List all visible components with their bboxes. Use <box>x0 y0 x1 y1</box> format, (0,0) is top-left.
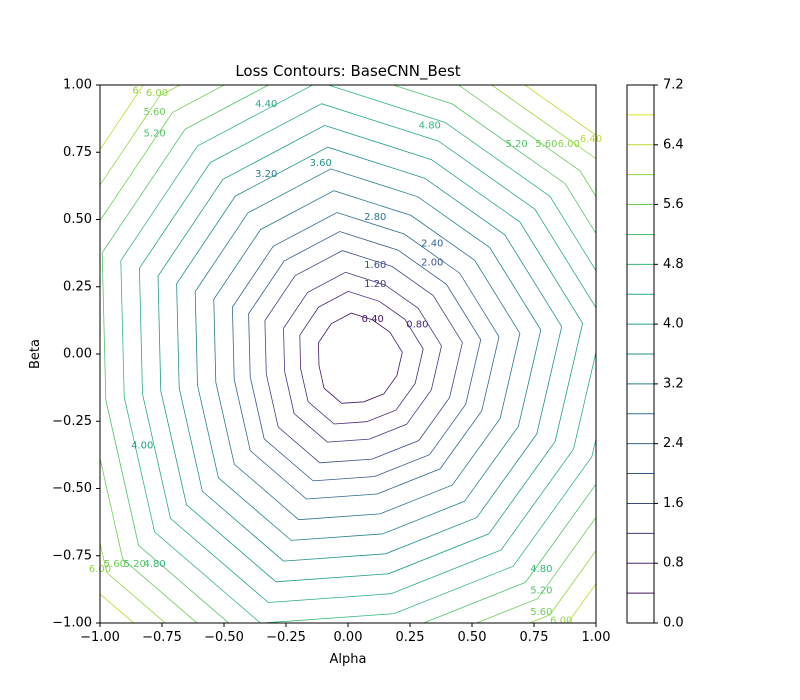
contour-label: 6. <box>132 85 142 96</box>
contour-lines <box>100 85 596 623</box>
contour-level-line <box>194 168 542 541</box>
contour-label: 5.60 <box>143 107 165 118</box>
contour-label: 1.20 <box>364 279 386 290</box>
contour-level-line <box>100 85 596 623</box>
contour-label: 1.60 <box>364 260 386 271</box>
y-tick-label: 0.75 <box>63 145 92 160</box>
contour-level-line <box>176 146 563 562</box>
contour-label: 5.60 <box>104 559 126 570</box>
contour-level-line <box>283 271 442 443</box>
contour-label: 5.20 <box>505 139 527 150</box>
contour-level-line <box>248 231 482 482</box>
contour-label: 4.80 <box>530 564 552 575</box>
x-tick-label: 0.00 <box>334 630 363 645</box>
colorbar-frame <box>626 84 655 624</box>
contour-label: 5.20 <box>124 559 146 570</box>
colorbar-tick-label: 3.2 <box>663 376 684 391</box>
plot-area-frame <box>99 84 597 624</box>
colorbar-tick-label: 1.6 <box>663 496 684 511</box>
x-tick-label: −0.25 <box>266 630 306 645</box>
contour-label: 4.40 <box>255 99 277 110</box>
contour-level-line <box>317 312 403 404</box>
contour-level-line <box>157 124 584 583</box>
contour-level-line <box>100 85 596 623</box>
contour-level-line <box>231 212 500 500</box>
y-tick-label: 0.50 <box>63 212 92 227</box>
contour-label: 5.60 <box>535 139 557 150</box>
contour-level-line <box>138 103 596 603</box>
contour-label: 6.00 <box>550 615 572 626</box>
colorbar-tick-label: 0.8 <box>663 556 684 571</box>
y-axis-label: Beta <box>28 339 43 369</box>
contour-level-line <box>101 85 596 623</box>
colorbar-tick-label: 4.0 <box>663 317 684 332</box>
contour-label: 5.20 <box>143 128 165 139</box>
contour-level-line <box>264 250 463 464</box>
x-tick-label: 0.25 <box>396 630 425 645</box>
contour-label: 3.20 <box>255 169 277 180</box>
contour-level-line <box>299 290 424 425</box>
y-tick-label: −0.25 <box>52 414 92 429</box>
y-tick-label: −0.75 <box>52 548 92 563</box>
x-axis-ticks: −1.00 −0.75 −0.50 −0.25 0.00 0.25 0.50 0.75 1.00 <box>80 623 610 645</box>
y-axis-ticks: 1.00 0.75 0.50 0.25 0.00 −0.25 −0.50 −0.75 −1.00 <box>52 78 100 631</box>
x-tick-label: −1.00 <box>80 630 120 645</box>
y-tick-label: 0.25 <box>63 279 92 294</box>
x-tick-label: 0.75 <box>520 630 549 645</box>
contour-label: 6.40 <box>580 134 602 145</box>
x-tick-label: −0.75 <box>142 630 182 645</box>
contour-label: 4.80 <box>419 120 441 131</box>
contour-label: 2.80 <box>364 212 386 223</box>
y-tick-label: 0.00 <box>63 347 92 362</box>
colorbar-tick-label: 0.0 <box>663 616 684 631</box>
contour-label: 5.60 <box>530 607 552 618</box>
contour-label: 2.40 <box>421 239 443 250</box>
colorbar-tick-label: 6.4 <box>663 137 684 152</box>
x-tick-label: 0.50 <box>458 630 487 645</box>
x-axis-label: Alpha <box>330 652 367 667</box>
colorbar-tick-label: 2.4 <box>663 436 684 451</box>
contour-label: 0.40 <box>362 314 384 325</box>
contour-label: 5.20 <box>530 586 552 597</box>
contour-level-line <box>213 190 521 521</box>
contour-label: 6.00 <box>558 139 580 150</box>
contour-label: 0.80 <box>406 319 428 330</box>
y-tick-label: −1.00 <box>52 616 92 631</box>
x-tick-label: −0.50 <box>204 630 244 645</box>
x-tick-label: 1.00 <box>582 630 611 645</box>
contour-label: 2.00 <box>421 258 443 269</box>
y-tick-label: −0.50 <box>52 481 92 496</box>
contour-label: 4.80 <box>143 559 165 570</box>
contour-labels: 0.40 0.80 1.20 1.60 2.00 2.40 2.80 3.20 3.60 4.00… <box>89 85 602 626</box>
contour-label: 3.60 <box>310 158 332 169</box>
contour-label: 4.00 <box>131 441 153 452</box>
colorbar-tick-label: 5.6 <box>663 197 684 212</box>
colorbar-tick-label: 4.8 <box>663 257 684 272</box>
contour-label: 6.00 <box>146 88 168 99</box>
colorbar-tick-label: 7.2 <box>663 78 684 93</box>
contour-level-line <box>120 85 596 623</box>
chart-title: Loss Contours: BaseCNN_Best <box>235 62 460 81</box>
colorbar: 0.0 0.8 1.6 2.4 3.2 4.0 4.8 5.6 6.4 7.2 <box>626 78 684 631</box>
y-tick-label: 1.00 <box>63 78 92 93</box>
